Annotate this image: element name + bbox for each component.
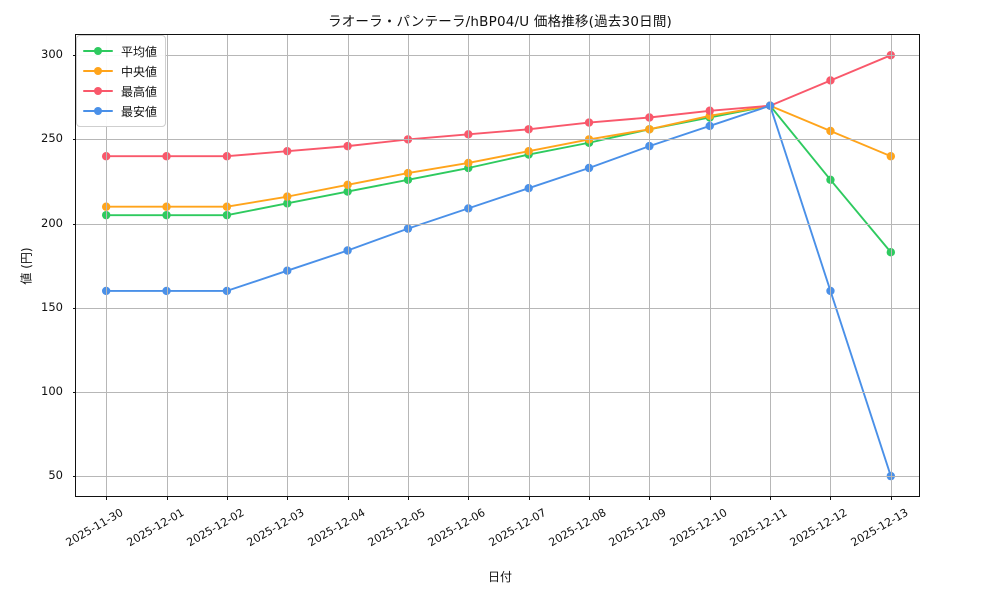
legend-swatch-icon [83,65,113,77]
series-layer [101,51,896,481]
data-point-marker [645,141,654,151]
legend-label: 最高値 [121,84,158,99]
legend-item[interactable]: 最高値 [83,81,157,101]
y-tick-label: 150 [41,299,63,314]
y-tick-label: 250 [41,131,63,146]
x-tick-mark [649,496,651,500]
y-tick-mark [72,55,76,57]
x-tick-mark [589,496,591,500]
x-tick-mark [287,496,289,500]
gridline-vertical [649,35,651,496]
gridline-horizontal [76,55,919,57]
gridline-vertical [347,35,349,496]
x-tick-label: 2025-12-08 [546,506,609,550]
data-point-marker [222,210,232,220]
chart-legend: 平均値中央値最高値最安値 [76,35,167,127]
gridline-horizontal [76,476,919,478]
x-tick-label: 2025-12-06 [425,506,488,550]
y-tick-label: 50 [48,468,63,483]
data-point-marker [222,152,232,161]
gridline-horizontal [76,223,919,225]
gridline-vertical [106,35,108,496]
series-line [105,54,892,158]
x-tick-mark [166,496,168,500]
gridline-vertical [287,35,289,496]
series-line [105,104,892,254]
gridline-vertical [407,35,409,496]
x-tick-label: 2025-12-03 [244,506,307,550]
gridline-vertical [468,35,470,496]
x-tick-mark [468,496,470,500]
legend-item[interactable]: 中央値 [83,61,157,81]
y-tick-mark [72,307,76,309]
gridline-horizontal [76,307,919,309]
x-tick-label: 2025-12-05 [365,506,428,550]
x-tick-mark [347,496,349,500]
y-tick-mark [72,139,76,141]
x-tick-label: 2025-12-09 [607,506,669,550]
legend-item[interactable]: 最安値 [83,101,157,121]
legend-item[interactable]: 平均値 [83,41,157,61]
x-tick-label: 2025-12-01 [124,506,187,550]
x-tick-label: 2025-12-10 [667,506,730,550]
legend-swatch-icon [83,85,113,97]
x-tick-label: 2025-12-04 [305,506,368,550]
x-tick-mark [407,496,409,500]
x-tick-label: 2025-12-12 [788,506,850,550]
x-tick-mark [830,496,832,500]
gridline-vertical [709,35,711,496]
data-point-marker [645,125,654,134]
gridline-vertical [589,35,591,496]
y-tick-mark [72,476,76,478]
x-tick-mark [226,496,228,500]
gridline-vertical [166,35,168,496]
y-tick-label: 300 [41,47,63,62]
x-tick-label: 2025-12-07 [486,506,549,550]
x-tick-label: 2025-11-30 [63,506,126,550]
gridline-horizontal [76,139,919,141]
chart-title: ラオーラ・パンテーラ/hBP04/U 価格推移(過去30日間) [328,14,672,30]
gridline-vertical [528,35,530,496]
data-point-marker [222,286,232,296]
y-tick-mark [72,391,76,393]
legend-label: 最安値 [121,104,158,119]
gridline-vertical [830,35,832,496]
gridline-vertical [226,35,228,496]
x-tick-mark [890,496,892,500]
gridline-vertical [890,35,892,496]
gridline-horizontal [76,391,919,393]
x-tick-mark [106,496,108,500]
legend-label: 平均値 [121,44,158,59]
x-tick-mark [770,496,772,500]
x-tick-mark [709,496,711,500]
y-tick-label: 100 [41,383,63,398]
y-axis-tick-labels: 50 100 150 200 250 300 [0,34,69,497]
x-tick-label: 2025-12-13 [848,506,911,550]
data-point-marker [222,202,232,211]
x-axis-title: 日付 [487,570,512,584]
legend-swatch-icon [83,45,113,57]
x-tick-label: 2025-12-11 [727,506,790,550]
series-line [105,104,892,478]
y-tick-label: 200 [41,215,63,230]
gridline-vertical [770,35,772,496]
x-tick-label: 2025-12-02 [184,506,247,550]
data-point-marker [645,113,654,122]
plot-area [72,34,920,500]
legend-swatch-icon [83,105,113,117]
x-tick-mark [528,496,530,500]
y-tick-mark [72,223,76,225]
legend-label: 中央値 [121,64,158,79]
